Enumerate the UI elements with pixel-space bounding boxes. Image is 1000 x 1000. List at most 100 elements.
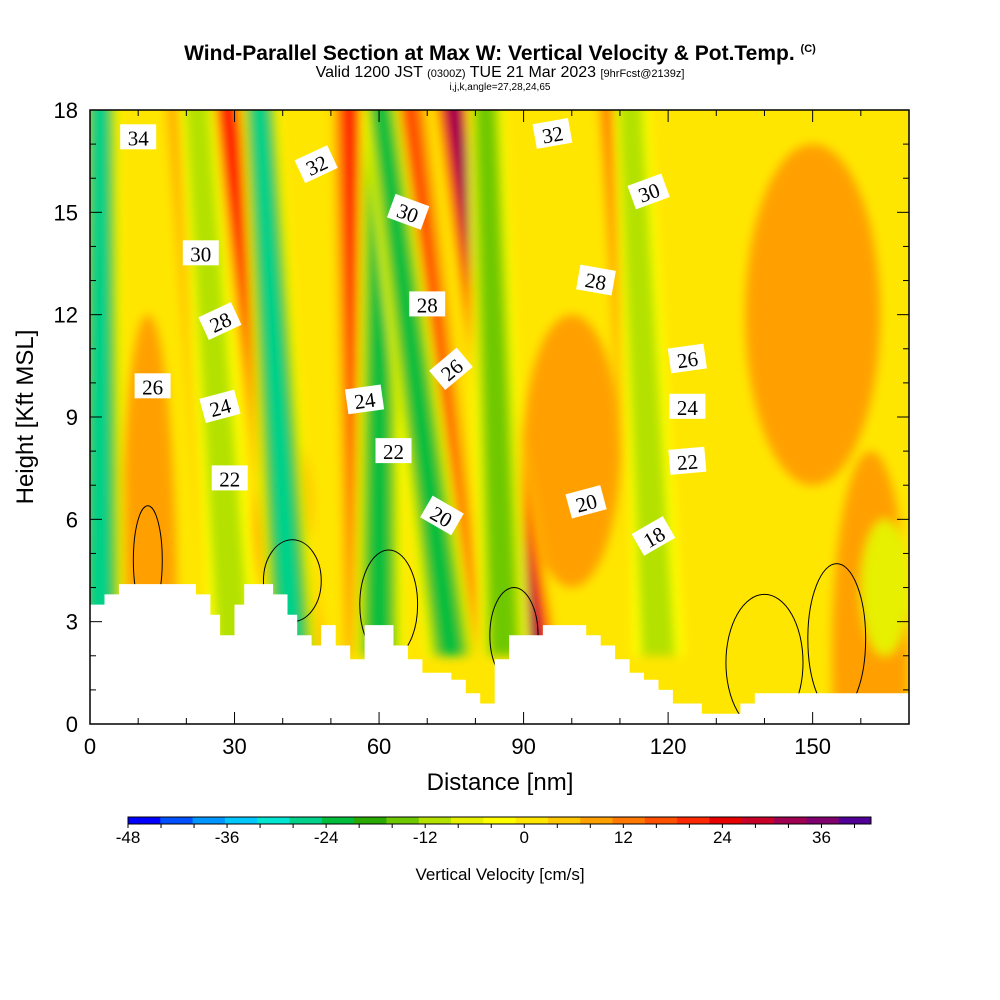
theta-contour-18 [90,36,907,75]
contour-label-30: 30 [182,240,219,266]
colorbar-swatch [418,817,452,824]
colorbar-swatch [289,817,323,824]
theta-contour-20 [90,0,907,38]
x-tick-label: 120 [650,734,687,759]
contour-label-box [429,347,473,390]
downdraft-band [252,110,303,656]
contour-label-box [668,446,707,475]
colorbar-swatch [515,817,549,824]
y-tick-label: 18 [54,98,78,123]
y-tick-label: 15 [54,200,78,225]
y-tick-label: 9 [66,405,78,430]
colorbar-swatch [806,817,840,824]
contour-label-text: 26 [142,375,163,399]
contour-label-box [631,516,676,556]
contour-label-box [344,384,385,415]
contour-label-28: 28 [409,291,446,317]
colorbar-swatch [451,817,484,824]
contour-label-box [667,343,707,374]
downdraft-band [476,110,518,656]
contour-label-text: 32 [540,121,565,148]
contour-label-text: 22 [219,467,240,491]
y-tick-label: 3 [66,610,78,635]
x-tick-label: 90 [511,734,535,759]
contour-label-22: 22 [211,465,248,491]
ambient-patch [831,451,909,724]
contour-label-text: 26 [675,347,699,374]
grid-indices: i,j,k,angle=27,28,24,65 [449,82,551,93]
colorbar-swatch [774,817,807,824]
ambient-patch [745,144,881,486]
colorbar-frame [127,816,872,825]
ambient-sink [860,519,909,656]
colorbar-swatch [838,817,872,824]
contour-label-box [669,393,706,419]
contour-label-text: 22 [383,440,404,464]
contour-label-box [182,240,219,266]
contour-label-text: 24 [677,396,699,420]
contour-label-box [198,302,242,340]
contour-label-26: 26 [134,373,171,399]
contour-label-24: 24 [669,393,706,420]
theta-closed-contour [725,593,804,724]
colorbar-swatch [612,817,646,824]
contour-label-text: 28 [583,268,608,295]
theta-contour-22 [90,0,907,19]
zulu-time: (0300Z) [427,68,466,80]
colorbar-tick-label: -48 [116,828,141,847]
colorbar: -48 -36 -24 -12 0 12 24 36 [116,816,872,847]
colorbar-swatch [644,817,678,824]
colorbar-swatch [709,817,743,824]
theta-contour-20 [90,28,907,66]
contour-label-30: 30 [627,173,670,210]
contour-label-text: 30 [190,242,211,266]
contour-label-box [532,117,573,149]
colorbar-tick-label: 0 [520,828,529,847]
colorbar-swatch [741,817,775,824]
contour-label-box [375,438,412,464]
contour-label-text: 22 [676,449,699,475]
contour-label-28: 28 [576,264,616,296]
valid-time: Valid 1200 JST [315,64,423,81]
theta-contour-22 [90,0,907,9]
chart-title-text: Wind-Parallel Section at Max W: Vertical… [184,42,795,65]
x-axis-label: Distance [nm] [427,769,574,796]
theta-contour-18 [90,50,907,85]
contour-label-text: 24 [353,387,378,414]
contour-label-box [294,145,338,184]
contour-label-box [199,389,241,424]
theta-contour-20 [90,0,907,47]
colorbar-swatch [483,817,517,824]
colorbar-tick-label: 24 [713,828,732,847]
colorbar-swatch [580,817,614,824]
colorbar-tick-label: -12 [413,828,438,847]
colorbar-swatch [224,817,258,824]
colorbar-swatch [128,817,161,824]
colorbar-tick-label: -24 [314,828,339,847]
contour-label-box [409,291,446,317]
contour-label-24: 24 [199,389,241,424]
axes: 0 30 60 90 120 150 0 3 6 9 12 15 18 [54,98,909,759]
y-tick-label: 12 [54,303,78,328]
contour-label-box [386,193,430,230]
chart-title: Wind-Parallel Section at Max W: Vertical… [0,38,1000,65]
contour-label-34: 34 [120,124,157,150]
colorbar-tick-label: -36 [215,828,240,847]
contour-label-24: 24 [344,384,385,415]
valid-date: TUE 21 Mar 2023 [469,64,597,81]
theta-contour-18 [90,59,907,94]
colorbar-swatch [677,817,710,824]
copyright-mark: (C) [800,43,816,55]
contour-label-22: 22 [375,438,412,464]
colorbar-tick-label: 12 [614,828,633,847]
x-tick-label: 60 [367,734,391,759]
colorbar-swatch [160,817,194,824]
contour-label-box [211,465,248,491]
contour-label-26: 26 [667,343,707,374]
y-tick-label: 0 [66,712,78,737]
contour-label-text: 34 [128,126,150,150]
colorbar-swatch [386,817,420,824]
theta-contour-22 [90,0,907,28]
